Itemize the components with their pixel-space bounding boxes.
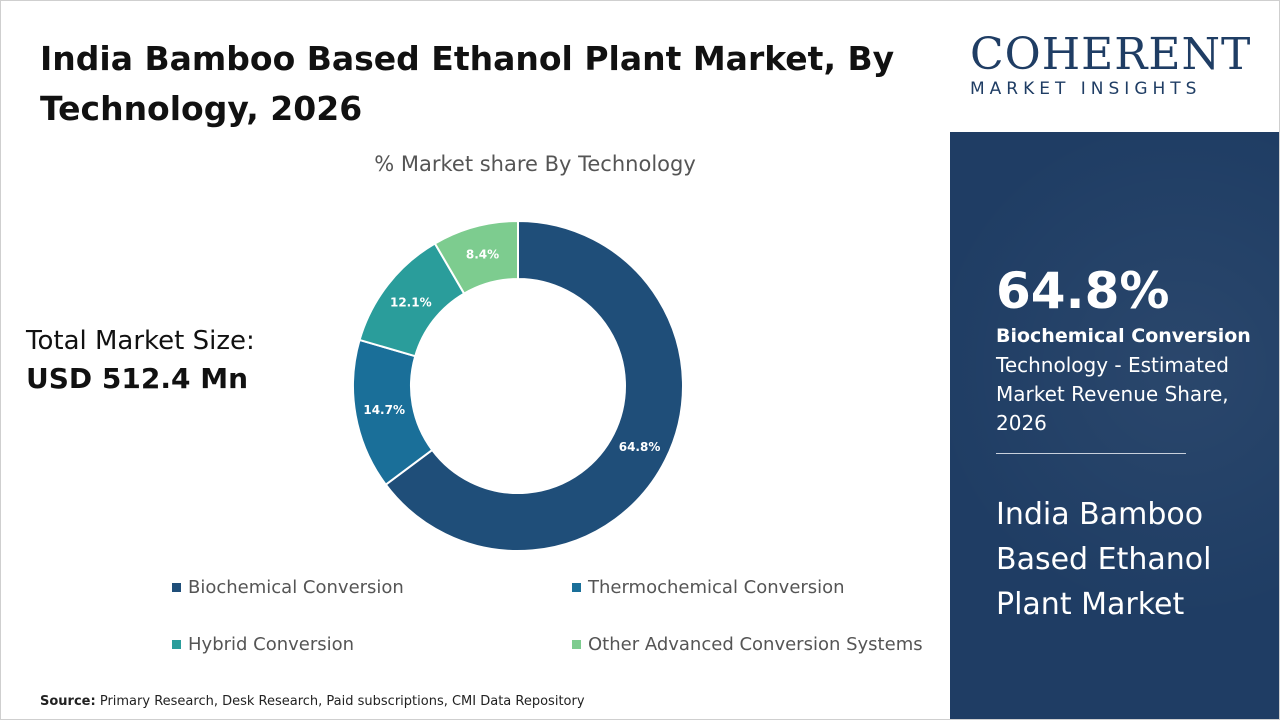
legend-swatch	[572, 583, 581, 592]
source-text: Primary Research, Desk Research, Paid su…	[99, 694, 585, 709]
donut-slice-4	[433, 219, 519, 295]
legend-item-2: Thermochemical Conversion	[572, 577, 845, 598]
highlight-value: 64.8%	[996, 262, 1170, 320]
donut-slice-1	[384, 219, 684, 552]
donut-data-label-4: 8.4%	[466, 248, 499, 262]
market-name: India Bamboo Based Ethanol Plant Market	[996, 497, 1212, 622]
highlight-segment: Biochemical Conversion	[996, 325, 1251, 347]
donut-data-label-1: 64.8%	[619, 440, 661, 454]
legend-label: Thermochemical Conversion	[588, 577, 845, 598]
company-logo-name: COHERENT	[970, 29, 1252, 80]
legend-item-3: Hybrid Conversion	[172, 634, 354, 655]
source-label: Source:	[40, 694, 96, 709]
legend-swatch	[172, 583, 181, 592]
source-note: Source: Primary Research, Desk Research,…	[40, 694, 585, 709]
legend-swatch	[572, 640, 581, 649]
legend-label: Biochemical Conversion	[188, 577, 404, 598]
legend-label: Other Advanced Conversion Systems	[588, 634, 923, 655]
side-panel: 64.8% Biochemical Conversion Technology …	[950, 132, 1279, 719]
side-divider	[996, 453, 1186, 454]
total-market-size-value: USD 512.4 Mn	[26, 362, 249, 395]
legend-swatch	[172, 640, 181, 649]
donut-chart: 64.8% 14.7% 12.1% 8.4%	[352, 219, 684, 552]
logo-panel: COHERENT MARKET INSIGHTS	[950, 1, 1279, 131]
legend-item-4: Other Advanced Conversion Systems	[572, 634, 923, 655]
donut-data-label-2: 14.7%	[363, 403, 405, 417]
page-title: India Bamboo Based Ethanol Plant Market,…	[40, 39, 895, 128]
legend-label: Hybrid Conversion	[188, 634, 355, 655]
legend-item-1: Biochemical Conversion	[172, 577, 404, 598]
company-logo-subtitle: MARKET INSIGHTS	[970, 79, 1202, 99]
donut-data-label-3: 12.1%	[390, 295, 432, 309]
highlight-description: Technology - Estimated Market Revenue Sh…	[996, 353, 1229, 435]
total-market-size-label: Total Market Size:	[26, 326, 255, 356]
chart-title: % Market share By Technology	[374, 152, 696, 176]
